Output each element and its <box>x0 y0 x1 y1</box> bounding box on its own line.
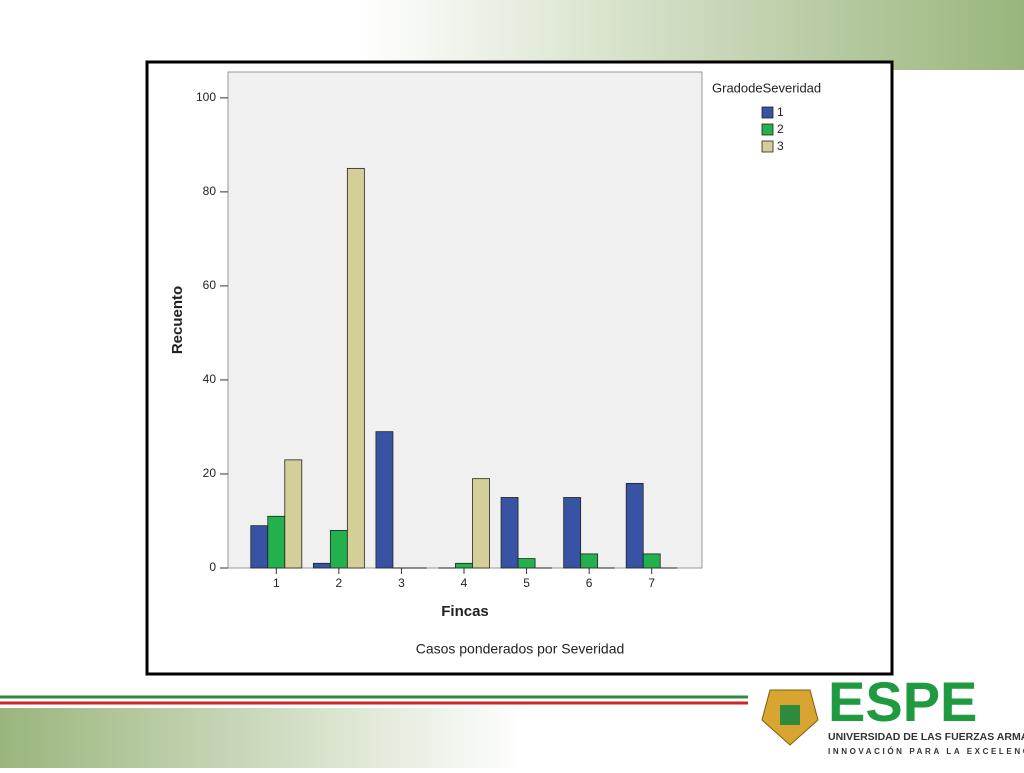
legend-swatch <box>761 140 774 153</box>
bar <box>312 562 331 569</box>
plot-area <box>227 71 703 569</box>
legend-swatch <box>761 123 774 136</box>
bar <box>517 558 536 569</box>
bar <box>472 478 490 569</box>
bar <box>346 167 365 569</box>
y-tick-label: 40 <box>203 372 217 386</box>
x-tick-label: 5 <box>523 576 530 590</box>
y-tick-label: 0 <box>209 560 216 574</box>
x-tick-label: 3 <box>398 576 405 590</box>
bar <box>284 459 303 569</box>
bar <box>642 553 661 569</box>
y-tick-label: 60 <box>203 278 217 292</box>
legend-swatch <box>761 106 774 119</box>
bar <box>455 562 473 569</box>
x-axis-label: Fincas <box>441 603 489 620</box>
top-band <box>0 0 1024 70</box>
x-tick-label: 1 <box>273 576 280 590</box>
logo: ESPE UNIVERSIDAD DE LAS FUERZAS ARMADAS … <box>761 670 1024 756</box>
logo-name: ESPE <box>828 670 977 733</box>
bar <box>580 553 599 569</box>
legend-label: 1 <box>777 105 784 119</box>
bar <box>500 497 519 569</box>
logo-motto: INNOVACIÓN PARA LA EXCELENCIA <box>828 747 1024 756</box>
legend-label: 2 <box>777 122 784 136</box>
y-tick-label: 100 <box>196 90 216 104</box>
bar <box>563 497 582 569</box>
bar <box>329 529 348 569</box>
x-tick-label: 2 <box>336 576 343 590</box>
legend-title: GradodeSeveridad <box>712 80 821 95</box>
bar <box>625 482 644 569</box>
y-axis-label: Recuento <box>169 286 186 354</box>
bar <box>375 431 394 569</box>
x-tick-label: 6 <box>586 576 593 590</box>
bar <box>250 525 269 569</box>
emblem-center <box>780 705 800 725</box>
footnote: Casos ponderados por Severidad <box>416 641 625 657</box>
y-tick-label: 80 <box>203 184 217 198</box>
y-tick-label: 20 <box>203 466 217 480</box>
x-tick-label: 4 <box>461 576 468 590</box>
x-tick-label: 7 <box>648 576 655 590</box>
logo-university: UNIVERSIDAD DE LAS FUERZAS ARMADAS <box>828 731 1024 743</box>
bar <box>267 515 286 569</box>
bottom-band <box>0 708 750 768</box>
legend-label: 3 <box>777 139 784 153</box>
